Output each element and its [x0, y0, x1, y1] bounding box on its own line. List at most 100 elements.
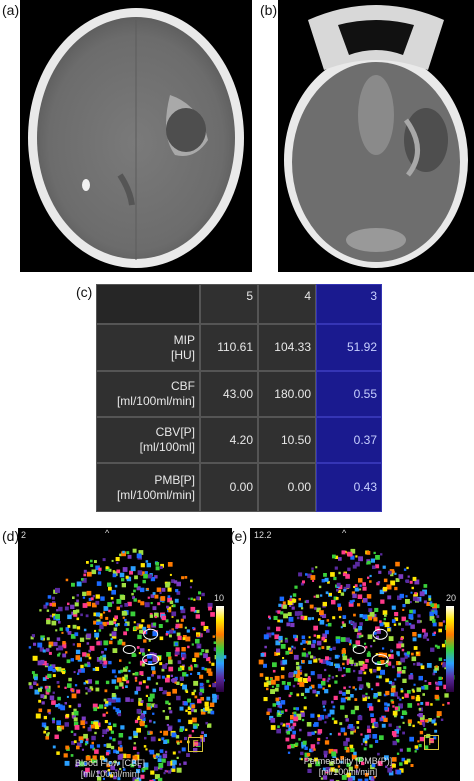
perfusion-speckle [180, 618, 184, 622]
perfusion-speckle [305, 599, 309, 604]
perfusion-speckle [198, 591, 202, 595]
perfusion-speckle [150, 594, 155, 598]
perfusion-speckle [192, 627, 195, 630]
perfusion-speckle [116, 623, 120, 626]
perfusion-speckle [409, 580, 413, 584]
perfusion-speckle [321, 579, 325, 583]
perfusion-speckle [296, 616, 300, 620]
perfusion-speckle [120, 725, 125, 730]
perfusion-speckle [362, 582, 366, 586]
perfusion-speckle [418, 713, 423, 718]
perfusion-speckle [267, 626, 271, 630]
perfusion-speckle [132, 596, 135, 600]
ct-image-b [278, 0, 474, 272]
perfusion-speckle [410, 764, 414, 767]
perfusion-speckle [205, 721, 208, 725]
perfusion-speckle [365, 692, 368, 695]
perfusion-speckle [353, 669, 356, 673]
perfusion-speckle [181, 747, 186, 752]
perfusion-speckle [293, 707, 296, 710]
perfusion-speckle [338, 606, 342, 611]
perfusion-speckle [362, 696, 367, 702]
perfusion-speckle [354, 628, 358, 632]
perfusion-speckle [77, 669, 82, 673]
perfusion-speckle [398, 703, 403, 709]
perfusion-speckle [95, 594, 100, 599]
perfusion-speckle [392, 740, 397, 746]
perfusion-speckle [95, 666, 100, 671]
perfusion-speckle [88, 597, 92, 601]
perfusion-speckle [88, 649, 91, 653]
perfusion-speckle [159, 687, 163, 691]
perfusion-speckle [56, 751, 60, 755]
perfusion-speckle [399, 762, 403, 766]
perfusion-speckle [437, 681, 443, 686]
perfusion-speckle [167, 587, 172, 592]
perfusion-speckle [404, 652, 410, 658]
perfusion-speckle [405, 579, 410, 583]
perfusion-speckle [188, 666, 191, 670]
perfusion-speckle [347, 696, 351, 701]
perfusion-speckle [191, 708, 195, 712]
perfusion-speckle [435, 613, 438, 616]
perfusion-speckle [390, 572, 394, 577]
perfusion-speckle [207, 723, 212, 728]
perfusion-speckle [55, 704, 59, 708]
perfusion-speckle [127, 554, 132, 559]
perfusion-speckle [210, 612, 215, 617]
perfusion-speckle [412, 637, 417, 642]
perfusion-speckle [376, 629, 381, 634]
perfusion-speckle [119, 553, 122, 557]
perfusion-speckle [57, 727, 62, 732]
perfusion-speckle [394, 714, 397, 718]
perfusion-speckle [354, 663, 357, 666]
perfusion-speckle [144, 571, 148, 575]
perfusion-speckle [407, 690, 411, 694]
perfusion-speckle [158, 624, 163, 628]
perfusion-speckle [352, 599, 355, 602]
perfusion-speckle [298, 738, 301, 741]
perfusion-speckle [31, 634, 35, 638]
perfusion-speckle [125, 628, 129, 632]
perfusion-speckle [369, 611, 375, 617]
perfusion-speckle [92, 703, 98, 709]
perfusion-speckle [344, 746, 348, 750]
perfusion-speckle [349, 600, 353, 604]
map-caption-line1: Blood Flow [CBF] [74, 758, 146, 768]
perfusion-speckle [367, 703, 373, 708]
perfusion-speckle [343, 667, 346, 670]
perfusion-speckle [45, 602, 49, 606]
perfusion-speckle [328, 657, 332, 661]
perfusion-speckle [277, 703, 282, 708]
perfusion-speckle [74, 632, 79, 637]
perfusion-speckle [302, 580, 305, 584]
perfusion-speckle [106, 621, 110, 625]
perfusion-speckle [397, 653, 400, 657]
perfusion-speckle [288, 647, 291, 651]
perfusion-speckle [313, 625, 318, 631]
perfusion-speckle [136, 777, 142, 781]
perfusion-speckle [367, 560, 371, 565]
perfusion-speckle [391, 685, 396, 690]
perfusion-speckle [293, 654, 299, 660]
perfusion-speckle [155, 755, 159, 759]
perfusion-speckle [51, 596, 55, 600]
perfusion-speckle [280, 710, 284, 714]
perfusion-speckle [136, 623, 141, 628]
perfusion-speckle [413, 594, 416, 597]
perfusion-speckle [370, 718, 376, 723]
perfusion-speckle [34, 676, 38, 681]
perfusion-speckle [62, 671, 66, 675]
perfusion-speckle [182, 635, 187, 639]
perfusion-speckle [417, 703, 420, 706]
perfusion-speckle [272, 662, 277, 668]
perfusion-speckle [349, 657, 352, 660]
perfusion-speckle [131, 592, 134, 596]
perfusion-speckle [172, 678, 178, 683]
perfusion-speckle [322, 687, 325, 690]
perfusion-speckle [428, 718, 432, 722]
perfusion-speckle [436, 615, 440, 618]
perfusion-speckle [121, 610, 127, 616]
perfusion-speckle [364, 642, 367, 645]
perfusion-speckle [92, 755, 97, 760]
